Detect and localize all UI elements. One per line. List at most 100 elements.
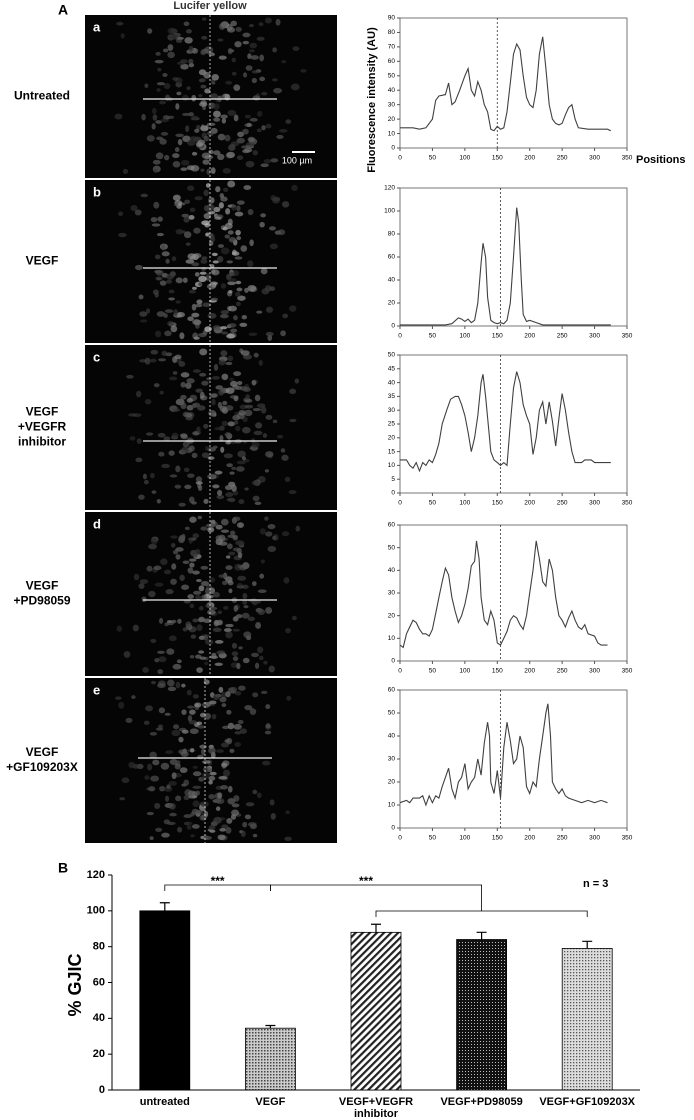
cell [183, 814, 192, 819]
cell [201, 220, 210, 226]
cell [208, 824, 216, 831]
cell [194, 196, 203, 201]
cell [252, 95, 261, 101]
y-tick-label: 40 [388, 733, 396, 740]
cell [243, 148, 253, 153]
cell [242, 592, 248, 600]
cell [208, 233, 215, 240]
cell [197, 484, 203, 492]
cell [244, 404, 254, 409]
cell [249, 239, 254, 247]
cell [208, 700, 217, 705]
cell [289, 418, 297, 423]
x-tick-label: 150 [492, 500, 503, 507]
cell [153, 169, 158, 173]
cell [209, 393, 217, 398]
cell [225, 405, 234, 411]
x-tick-label: 350 [622, 155, 633, 162]
cell [248, 332, 258, 336]
cell [218, 359, 226, 366]
cell [130, 204, 138, 212]
cell [233, 371, 242, 377]
cell [145, 432, 154, 436]
cell [236, 205, 241, 212]
x-tick-label: 150 [492, 835, 503, 842]
cell [230, 814, 237, 820]
x-tick-label: 0 [398, 155, 402, 162]
cell [213, 206, 221, 213]
profile [399, 540, 608, 649]
cell [203, 71, 211, 79]
cell [233, 795, 240, 802]
cell [221, 580, 228, 586]
cell [134, 209, 142, 216]
cell [221, 824, 229, 829]
cell [227, 722, 235, 730]
cell [208, 594, 214, 599]
cell [256, 128, 262, 133]
y-tick-label: 30 [388, 590, 396, 597]
cell [229, 748, 235, 753]
cell [223, 769, 231, 777]
x-tick-label: 300 [589, 835, 600, 842]
x-tick-label: 200 [524, 500, 535, 507]
cell [187, 567, 194, 574]
profile [399, 703, 608, 807]
cell [151, 223, 161, 227]
cell [187, 473, 195, 478]
cell [149, 751, 157, 759]
cell [200, 526, 208, 531]
cell [242, 32, 251, 38]
x-tick-label: 100 [459, 835, 470, 842]
cell [158, 358, 166, 362]
cell [260, 690, 268, 695]
cell [257, 589, 267, 593]
cell [217, 244, 225, 248]
cell [209, 411, 216, 417]
cell [156, 232, 164, 237]
cell [182, 627, 188, 632]
cell [225, 555, 231, 559]
cell [152, 759, 160, 766]
cell [230, 530, 236, 536]
cell [159, 138, 167, 145]
cell [260, 267, 268, 275]
cell [234, 731, 242, 735]
image-letter: a [93, 19, 101, 34]
y-tick-label: 20 [93, 1048, 105, 1060]
cell [150, 638, 157, 643]
cell [245, 394, 250, 400]
cell [195, 790, 201, 796]
cell [294, 378, 300, 384]
cell [236, 236, 242, 241]
cell [139, 311, 148, 317]
cell [206, 377, 212, 381]
cell [207, 526, 215, 533]
cell [154, 802, 161, 809]
n-label: n = 3 [583, 878, 608, 890]
cell [233, 84, 241, 91]
x-tick-label: 250 [557, 500, 568, 507]
cell [201, 581, 209, 586]
cell [198, 332, 207, 338]
cell [177, 618, 182, 624]
cell [199, 79, 205, 83]
cell [233, 723, 242, 730]
cell [234, 420, 239, 425]
cell [260, 163, 269, 168]
cell [237, 450, 246, 458]
cell [228, 290, 233, 294]
cell [191, 452, 198, 459]
cell [160, 762, 170, 770]
cell [178, 360, 186, 367]
cell [163, 436, 171, 441]
cell [152, 159, 161, 165]
cell [188, 62, 195, 68]
cell [200, 124, 205, 131]
cell [167, 821, 176, 826]
cell [225, 631, 233, 639]
cell [252, 692, 259, 698]
cell [119, 797, 126, 801]
cell [157, 67, 162, 72]
cell [213, 816, 222, 824]
